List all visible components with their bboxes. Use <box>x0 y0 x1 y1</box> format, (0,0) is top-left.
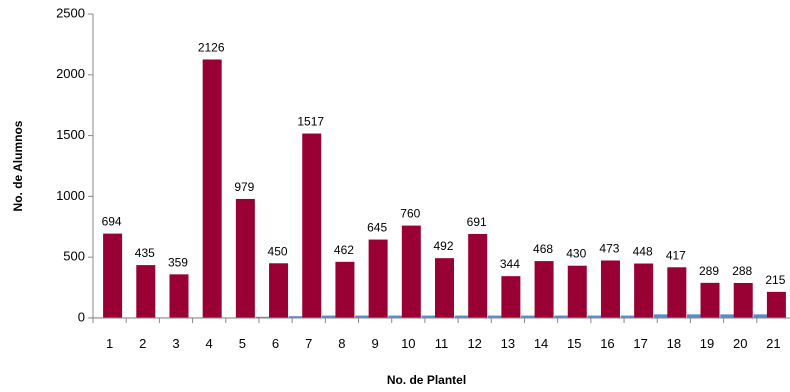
data-label: 344 <box>500 257 520 271</box>
x-tick-label: 19 <box>700 336 714 351</box>
data-label: 691 <box>467 215 487 229</box>
bar-series-1 <box>720 314 740 318</box>
data-label: 215 <box>765 273 785 287</box>
data-label: 979 <box>234 180 254 194</box>
x-tick-label: 13 <box>501 336 515 351</box>
x-tick-label: 7 <box>305 336 312 351</box>
bar-series-1 <box>554 315 574 318</box>
bar-series-2 <box>368 239 388 318</box>
bar-series-2 <box>468 233 488 318</box>
x-tick-label: 4 <box>206 336 213 351</box>
bar-series-2 <box>435 258 454 318</box>
bar-series-2 <box>401 225 421 318</box>
bar-series-1 <box>321 315 341 318</box>
x-tick-label: 17 <box>633 336 647 351</box>
x-tick-label: 21 <box>766 336 780 351</box>
data-label: 1517 <box>297 115 324 129</box>
x-tick-label: 14 <box>534 336 548 351</box>
x-tick-label: 6 <box>272 336 279 351</box>
bar-series-2 <box>534 261 554 318</box>
bar-series-1 <box>355 315 375 318</box>
bar-series-2 <box>136 265 156 318</box>
bar-series-2 <box>235 198 255 318</box>
x-tick-label: 12 <box>467 336 481 351</box>
x-tick-label: 3 <box>172 336 179 351</box>
data-label: 288 <box>732 264 752 278</box>
bar-series-2 <box>302 133 322 318</box>
y-tick-label: 500 <box>63 249 85 264</box>
bar-series-1 <box>587 315 607 318</box>
x-tick-label: 2 <box>139 336 146 351</box>
bars-layer <box>89 59 786 319</box>
data-label: 468 <box>533 242 553 256</box>
bar-series-2 <box>733 282 753 318</box>
y-axis-ticks: 0 500 1000 1500 2000 2500 <box>56 5 93 324</box>
x-tick-label: 8 <box>338 336 345 351</box>
bar-series-1 <box>620 315 640 318</box>
data-label: 473 <box>599 241 619 255</box>
data-label: 289 <box>699 264 719 278</box>
x-tick-label: 9 <box>372 336 379 351</box>
data-label: 359 <box>168 255 188 269</box>
bar-series-1 <box>454 315 474 318</box>
x-tick-label: 16 <box>600 336 614 351</box>
data-label: 492 <box>433 239 453 253</box>
y-tick-label: 0 <box>78 309 85 324</box>
data-label: 694 <box>102 215 122 229</box>
bar-series-2 <box>169 274 189 318</box>
bar-series-2 <box>766 291 786 318</box>
y-axis-title: No. de Alumnos <box>11 120 25 211</box>
bar-series-2 <box>634 263 654 318</box>
bar-series-2 <box>667 267 687 318</box>
x-tick-label: 10 <box>401 336 415 351</box>
bar-series-2 <box>501 276 521 318</box>
bar-series-2 <box>335 261 355 318</box>
data-label: 450 <box>268 244 288 258</box>
bar-series-1 <box>487 315 507 318</box>
data-label: 430 <box>566 247 586 261</box>
y-tick-label: 2000 <box>56 66 85 81</box>
bar-series-2 <box>269 263 289 318</box>
x-axis-title: No. de Plantel <box>387 373 466 387</box>
bar-series-1 <box>388 315 408 318</box>
bar-series-1 <box>255 316 275 318</box>
data-label: 645 <box>367 221 387 235</box>
x-tick-label: 11 <box>435 336 449 351</box>
data-label: 448 <box>633 245 653 259</box>
data-labels-layer: 694 435 359 2126 979 450 1517 462 645 760 492 691 34… <box>102 40 786 286</box>
bar-series-1 <box>288 316 308 318</box>
bar-series-1 <box>687 314 707 318</box>
x-tick-label: 15 <box>567 336 581 351</box>
bar-series-1 <box>521 315 541 318</box>
bar-series-2 <box>600 260 620 318</box>
y-tick-label: 2500 <box>56 5 85 20</box>
data-label: 2126 <box>198 40 225 54</box>
x-tick-label: 5 <box>239 336 246 351</box>
bar-series-2 <box>700 282 720 318</box>
data-label: 435 <box>135 246 155 260</box>
bar-series-1 <box>421 315 441 318</box>
bar-series-2 <box>103 233 123 318</box>
x-tick-label: 20 <box>733 336 747 351</box>
data-label: 760 <box>400 207 420 221</box>
y-tick-label: 1000 <box>56 188 85 203</box>
x-axis-ticks: 1 2 3 4 5 6 7 8 9 10 11 12 13 14 15 16 17 18 19 20 21 <box>92 318 781 351</box>
x-tick-label: 1 <box>106 336 113 351</box>
bar-series-2 <box>202 59 222 319</box>
bar-series-2 <box>567 265 587 318</box>
y-tick-label: 1500 <box>56 127 85 142</box>
data-label: 462 <box>334 243 354 257</box>
bar-series-1 <box>653 314 673 318</box>
bar-series-1 <box>753 314 773 318</box>
x-tick-label: 18 <box>667 336 681 351</box>
data-label: 417 <box>666 248 686 262</box>
